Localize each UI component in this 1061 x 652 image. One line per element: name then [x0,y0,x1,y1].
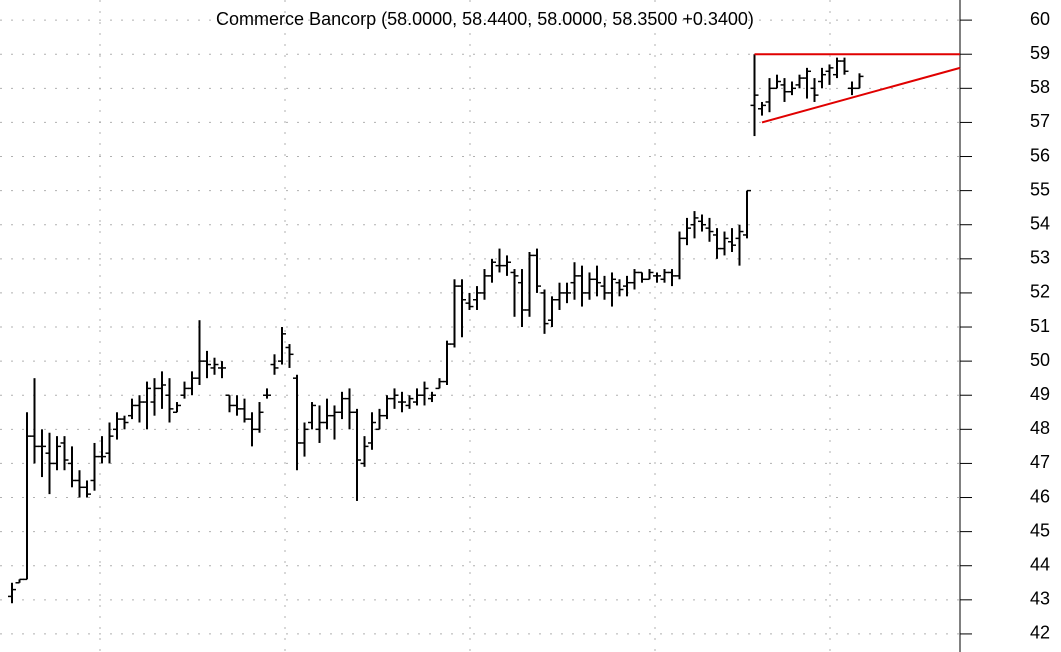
y-tick-label: 53 [1030,248,1050,268]
y-tick-label: 57 [1030,111,1050,131]
ohlc-bars [8,54,864,604]
chart-title: Commerce Bancorp (58.0000, 58.4400, 58.0… [216,9,754,29]
y-tick-label: 44 [1030,554,1050,574]
y-tick-label: 42 [1030,623,1050,643]
y-tick-label: 45 [1030,520,1050,540]
y-tick-label: 48 [1030,418,1050,438]
y-tick-label: 46 [1030,486,1050,506]
trendline [761,66,961,124]
y-tick-label: 60 [1030,9,1050,29]
y-tick-label: 55 [1030,179,1050,199]
y-tick-label: 52 [1030,282,1050,302]
y-tick-label: 59 [1030,43,1050,63]
y-tick-label: 58 [1030,77,1050,97]
y-tick-label: 47 [1030,452,1050,472]
y-tick-label: 49 [1030,384,1050,404]
y-tick-label: 51 [1030,316,1050,336]
y-tick-label: 56 [1030,145,1050,165]
y-tick-label: 54 [1030,213,1050,233]
y-tick-label: 43 [1030,589,1050,609]
y-tick-label: 50 [1030,350,1050,370]
